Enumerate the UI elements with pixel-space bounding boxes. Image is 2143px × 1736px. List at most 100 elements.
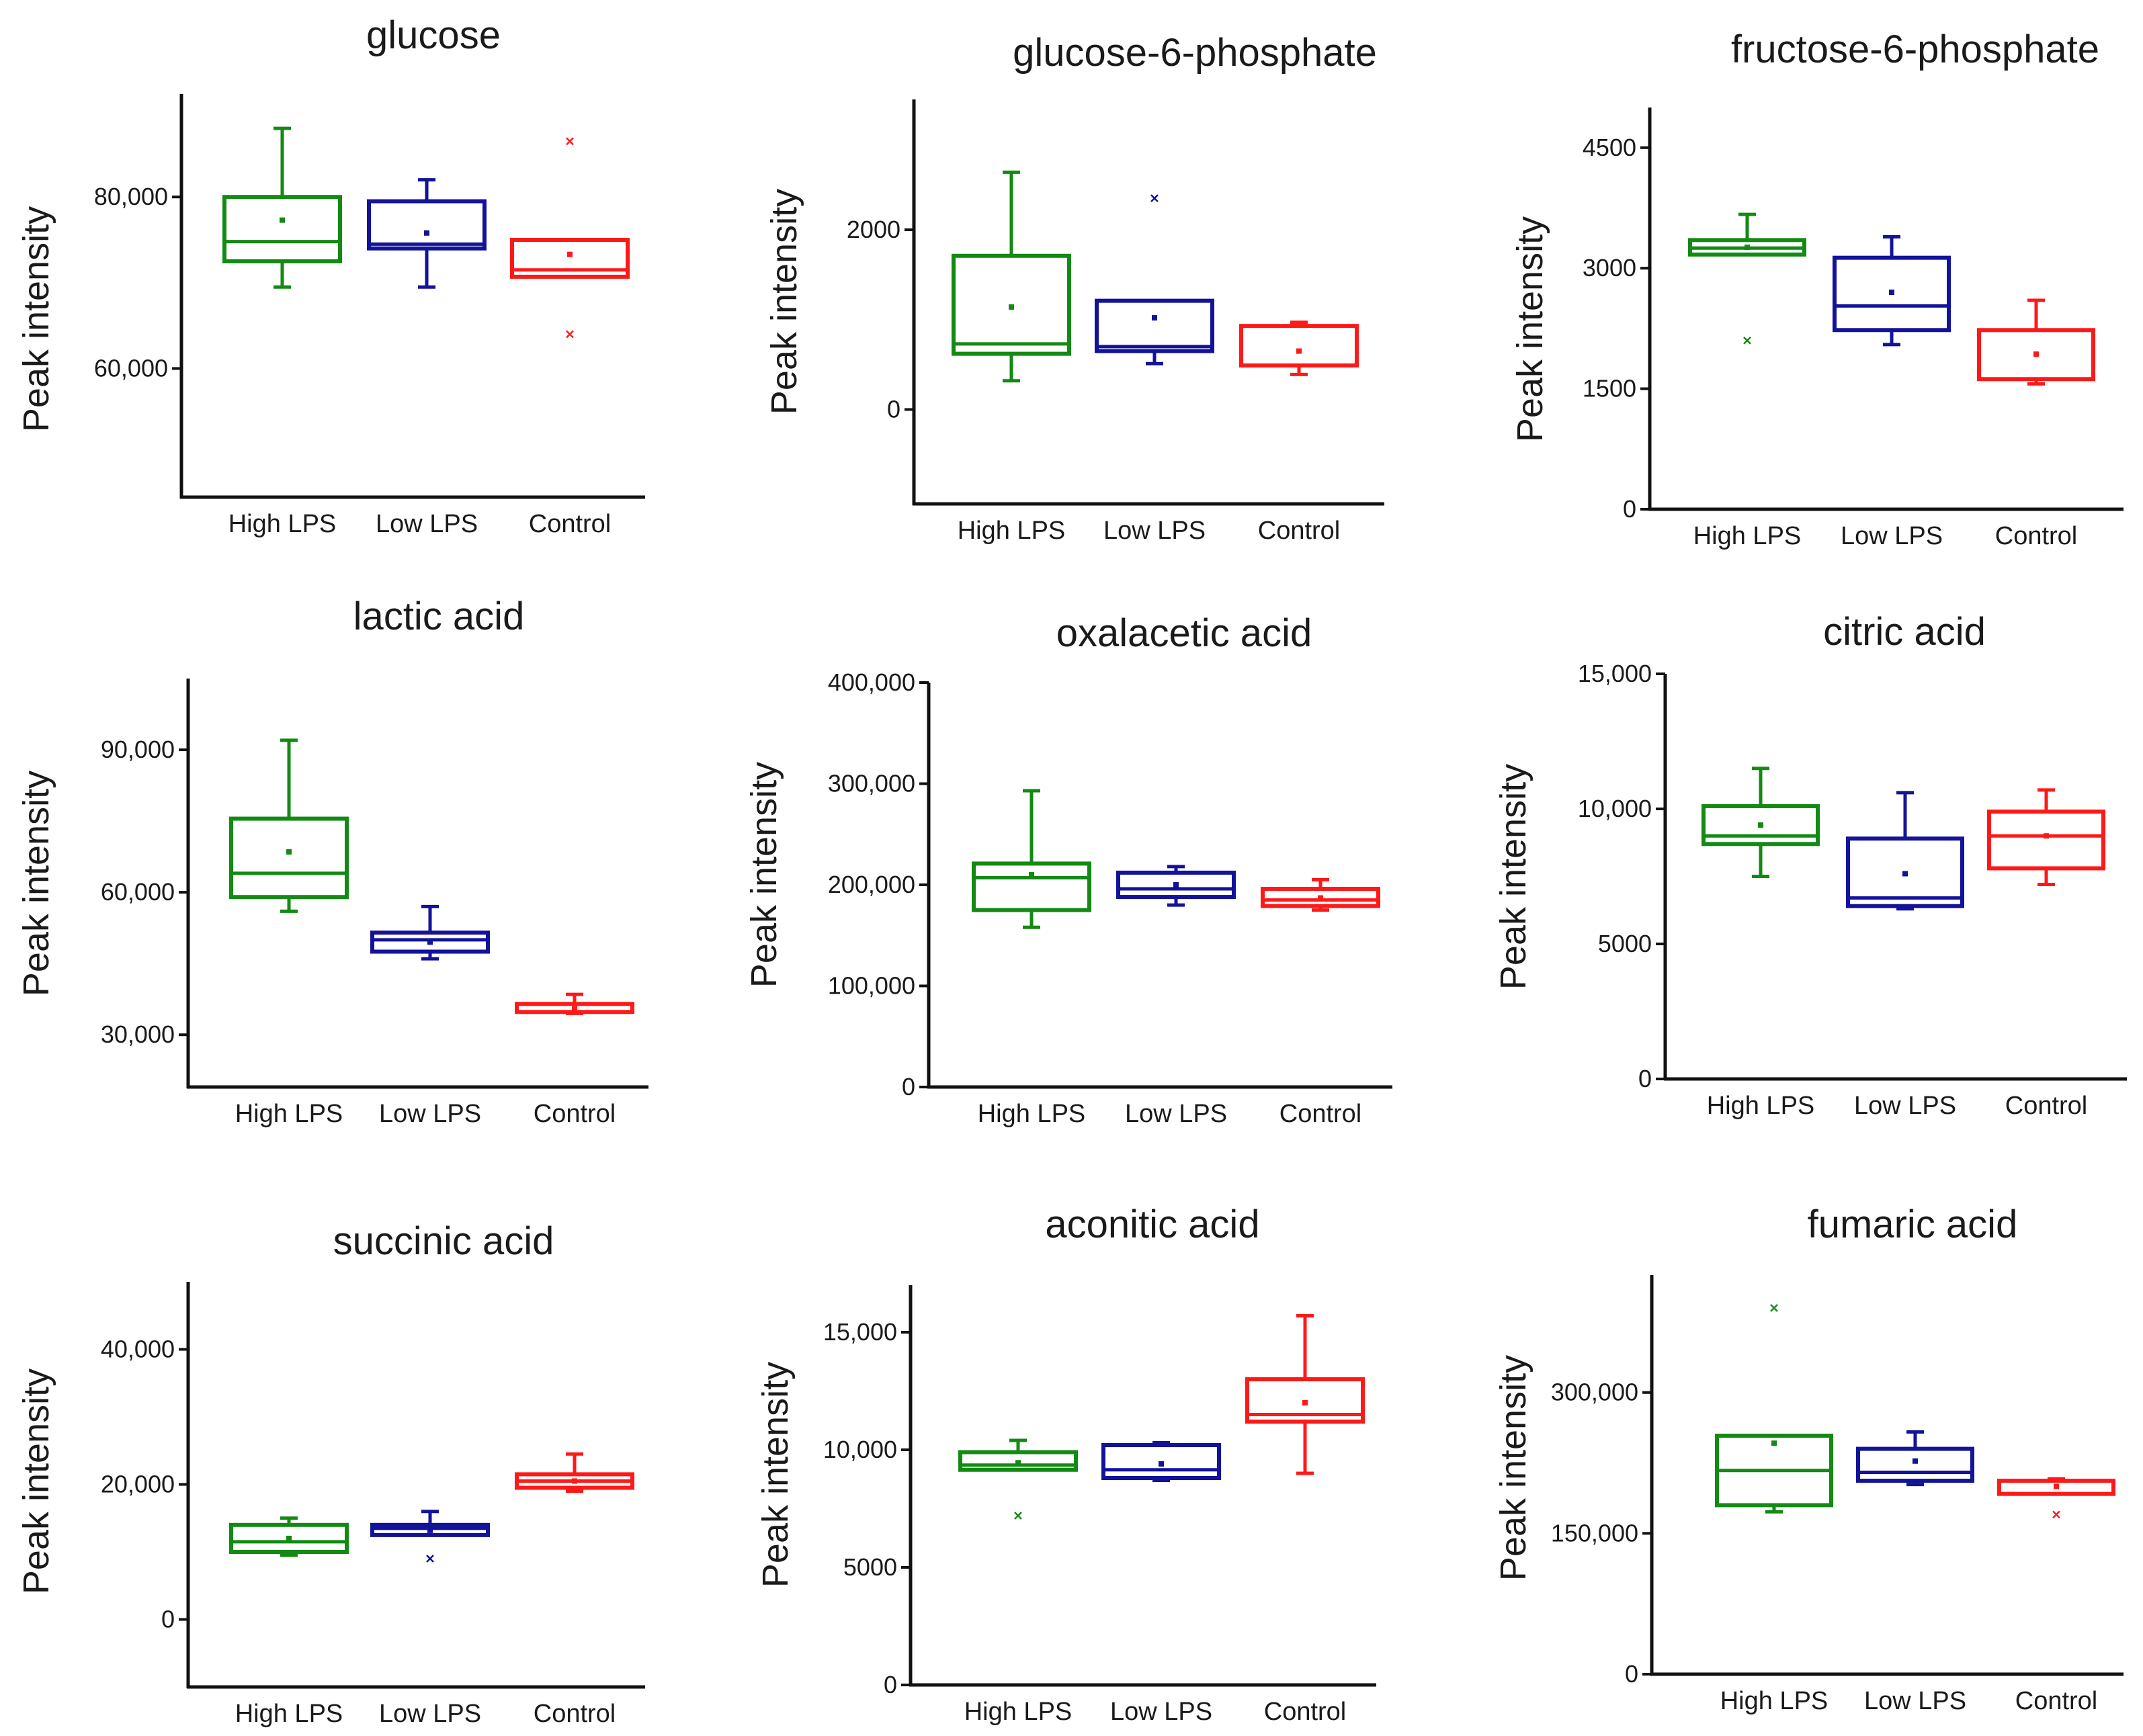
iqr-box	[1846, 836, 1964, 908]
fumaric-acid-chart: fumaric acid Peak intensity 0 150,000 300,00…	[1493, 1203, 2124, 1715]
iqr-box	[1095, 298, 1214, 353]
glucose-6-phosphate-xtick-label: Low LPS	[1103, 517, 1206, 545]
aconitic-acid-xtick-label: High LPS	[964, 1698, 1073, 1726]
fumaric-acid-ytick-label: 0	[1625, 1660, 1638, 1688]
mean-marker	[427, 939, 433, 945]
outlier-marker	[426, 1555, 434, 1563]
lactic-acid-xtick-label: High LPS	[235, 1100, 343, 1128]
iqr-box	[1245, 1377, 1365, 1424]
glucose-xtick-label: Control	[529, 510, 612, 538]
glucose-chart: glucose Peak intensity 60,000 80,000 High LP…	[16, 13, 645, 538]
iqr-box	[1101, 1443, 1221, 1480]
glucose-box-low-lps	[367, 178, 487, 289]
lactic-acid-ytick-label: 60,000	[101, 878, 175, 906]
fumaric-acid-box-control	[1997, 1477, 2115, 1519]
oxalacetic-acid-chart: oxalacetic acid Peak intensity 0 100,000 200…	[744, 611, 1392, 1128]
aconitic-acid-ylabel: Peak intensity	[755, 1362, 796, 1588]
succinic-acid-xtick-label: Low LPS	[379, 1700, 481, 1728]
fructose-6-phosphate-ytick-label: 4500	[1583, 134, 1636, 161]
iqr-box	[370, 930, 490, 954]
succinic-acid-ylabel: Peak intensity	[16, 1369, 56, 1594]
fructose-6-phosphate-xtick-label: High LPS	[1693, 522, 1802, 550]
fumaric-acid-ylabel: Peak intensity	[1493, 1355, 1533, 1581]
mean-marker	[1771, 1440, 1777, 1446]
mean-marker	[1009, 304, 1014, 310]
fumaric-acid-title: fumaric acid	[1808, 1203, 2018, 1246]
iqr-box	[367, 199, 487, 251]
fructose-6-phosphate-xtick-label: Low LPS	[1841, 522, 1943, 550]
iqr-box	[229, 816, 349, 900]
citric-acid-title: citric acid	[1823, 610, 1986, 654]
citric-acid-ytick-label: 5000	[1598, 930, 1652, 957]
citric-acid-ytick-label: 10,000	[1578, 795, 1652, 822]
outlier-marker	[1150, 194, 1159, 203]
iqr-box	[972, 861, 1091, 912]
lactic-acid-ylabel: Peak intensity	[16, 771, 56, 996]
glucose-6-phosphate-box-control	[1239, 320, 1359, 376]
mean-marker	[572, 1478, 577, 1484]
citric-acid-box-low-lps	[1846, 791, 1964, 911]
iqr-box	[1977, 328, 2095, 382]
mean-marker	[1173, 882, 1179, 887]
iqr-box	[1987, 810, 2105, 871]
aconitic-acid-box-high-lps	[958, 1438, 1078, 1520]
mean-marker	[1015, 1460, 1021, 1466]
mean-marker	[2054, 1483, 2059, 1489]
iqr-box	[952, 253, 1071, 356]
fumaric-acid-xtick-label: Low LPS	[1864, 1687, 1966, 1715]
citric-acid-ytick-label: 15,000	[1578, 660, 1652, 687]
fructose-6-phosphate-ytick-label: 1500	[1583, 375, 1636, 402]
glucose-6-phosphate-ytick-label: 2000	[847, 216, 900, 243]
aconitic-acid-ytick-label: 15,000	[823, 1318, 897, 1346]
fructose-6-phosphate-ytick-label: 0	[1623, 495, 1636, 523]
glucose-box-control	[510, 137, 630, 339]
citric-acid-box-control	[1987, 788, 2105, 887]
lactic-acid-box-high-lps	[229, 738, 349, 913]
citric-acid-ylabel: Peak intensity	[1493, 764, 1533, 990]
lactic-acid-title: lactic acid	[353, 595, 525, 638]
iqr-box	[1261, 887, 1380, 908]
citric-acid-xtick-label: Control	[2005, 1092, 2088, 1120]
mean-marker	[1889, 290, 1894, 296]
mean-marker	[2033, 351, 2039, 357]
citric-acid-xtick-label: Low LPS	[1854, 1092, 1956, 1120]
mean-marker	[1029, 871, 1034, 877]
citric-acid-chart: citric acid Peak intensity 0 5000 10,000 15,0…	[1493, 610, 2127, 1120]
lactic-acid-xtick-label: Control	[534, 1100, 616, 1128]
fumaric-acid-xtick-label: Control	[2015, 1687, 2098, 1715]
succinic-acid-ytick-label: 0	[161, 1606, 175, 1633]
mean-marker	[1902, 871, 1908, 877]
mean-marker	[1152, 315, 1157, 321]
aconitic-acid-ytick-label: 5000	[843, 1553, 897, 1581]
aconitic-acid-title: aconitic acid	[1045, 1203, 1259, 1246]
succinic-acid-box-control	[515, 1452, 634, 1493]
citric-acid-box-high-lps	[1701, 767, 1820, 878]
fructose-6-phosphate-xtick-label: Control	[1995, 522, 2078, 550]
fumaric-acid-ytick-label: 150,000	[1551, 1519, 1638, 1547]
fructose-6-phosphate-box-control	[1977, 298, 2095, 386]
mean-marker	[280, 217, 285, 223]
succinic-acid-xtick-label: Control	[534, 1700, 616, 1728]
mean-marker	[286, 1535, 292, 1541]
oxalacetic-acid-box-high-lps	[972, 789, 1091, 929]
mean-marker	[1745, 245, 1750, 251]
mean-marker	[427, 1527, 433, 1533]
oxalacetic-acid-ytick-label: 200,000	[828, 871, 915, 898]
fumaric-acid-box-high-lps	[1715, 1304, 1833, 1514]
iqr-box	[229, 1522, 349, 1555]
glucose-6-phosphate-ylabel: Peak intensity	[764, 189, 804, 415]
iqr-box	[1997, 1479, 2115, 1496]
fumaric-acid-box-low-lps	[1856, 1430, 1974, 1487]
lactic-acid-box-control	[515, 992, 634, 1015]
glucose-6-phosphate-box-high-lps	[952, 170, 1071, 383]
iqr-box	[958, 1450, 1078, 1472]
outlier-marker	[566, 137, 574, 146]
lactic-acid-box-low-lps	[370, 904, 490, 961]
citric-acid-ytick-label: 0	[1638, 1065, 1652, 1092]
glucose-ylabel: Peak intensity	[16, 206, 56, 432]
iqr-box	[1856, 1446, 1974, 1483]
aconitic-acid-xtick-label: Control	[1264, 1698, 1347, 1726]
oxalacetic-acid-box-low-lps	[1116, 865, 1236, 907]
mean-marker	[1913, 1458, 1918, 1464]
glucose-6-phosphate-box-low-lps	[1095, 194, 1214, 365]
